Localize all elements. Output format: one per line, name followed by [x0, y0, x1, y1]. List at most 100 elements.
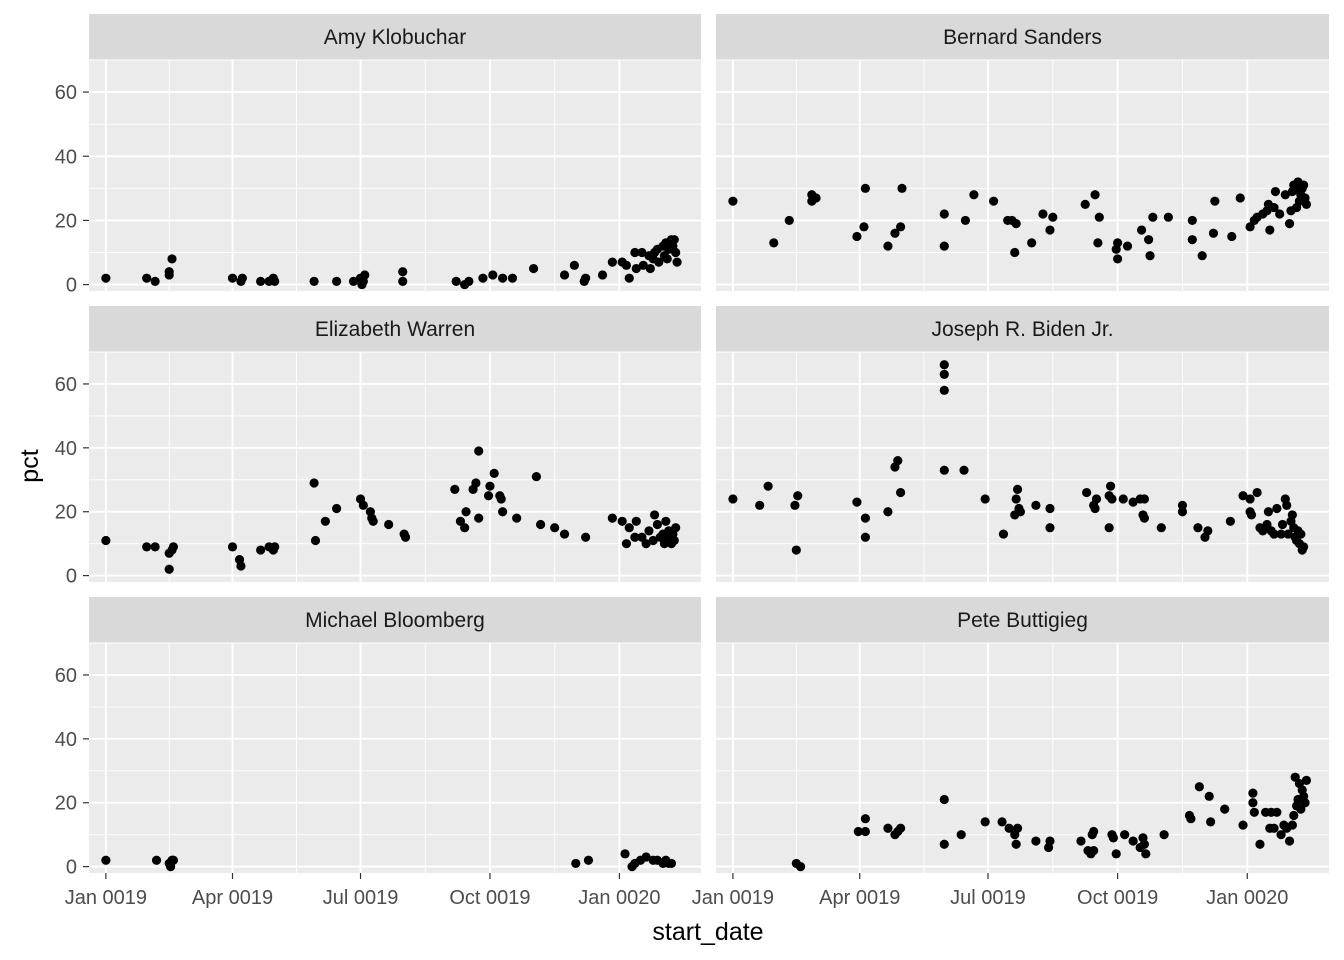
- data-point: [662, 254, 672, 264]
- data-point: [860, 513, 870, 523]
- data-point: [1011, 494, 1021, 504]
- data-point: [384, 519, 394, 530]
- data-point: [101, 855, 111, 865]
- data-point: [1203, 526, 1213, 536]
- data-point: [348, 276, 359, 286]
- data-point: [1269, 202, 1279, 213]
- data-point: [1045, 503, 1055, 514]
- data-point: [489, 468, 499, 478]
- data-point: [859, 222, 869, 232]
- data-point: [581, 532, 591, 542]
- y-tick-label: 40: [55, 438, 77, 460]
- data-point: [1004, 823, 1014, 833]
- data-point: [581, 273, 591, 283]
- data-point: [256, 545, 266, 555]
- data-point: [1187, 215, 1197, 226]
- data-point: [1010, 247, 1020, 258]
- data-point: [644, 526, 654, 536]
- data-point: [641, 539, 651, 549]
- y-tick-label: 0: [66, 275, 77, 297]
- data-point: [669, 235, 679, 245]
- facet-strip: [716, 14, 1329, 60]
- x-tick-label: Oct 0019: [1077, 887, 1158, 909]
- data-point: [101, 535, 111, 546]
- facet-strip: [716, 597, 1329, 643]
- facet-strip-label: Bernard Sanders: [943, 26, 1102, 49]
- y-tick-label: 0: [66, 857, 77, 879]
- data-point: [151, 855, 162, 865]
- facet-strip: [89, 597, 701, 643]
- y-tick-label: 40: [55, 729, 77, 751]
- data-point: [1238, 820, 1248, 830]
- data-point: [498, 507, 508, 517]
- data-point: [652, 519, 662, 530]
- data-point: [270, 276, 280, 286]
- x-tick-label: Jan 0020: [578, 887, 660, 909]
- data-point: [860, 814, 870, 824]
- data-point: [1197, 251, 1207, 261]
- data-point: [998, 529, 1009, 539]
- data-point: [939, 794, 949, 805]
- data-point: [1280, 190, 1290, 200]
- y-tick-label: 60: [55, 82, 77, 104]
- data-point: [1145, 251, 1155, 261]
- data-point: [1094, 212, 1104, 222]
- x-tick-label: Jul 0019: [323, 887, 399, 909]
- panel-background: [716, 643, 1329, 873]
- data-point: [1136, 225, 1147, 235]
- data-point: [358, 500, 368, 510]
- data-point: [852, 231, 862, 242]
- data-point: [989, 196, 999, 206]
- data-point: [669, 535, 679, 546]
- data-point: [1289, 810, 1299, 821]
- facet-panels: Amy Klobuchar 0 20 40 60 Bernard Sanders Eliza…: [55, 14, 1329, 909]
- data-point: [168, 542, 179, 552]
- data-point: [630, 247, 640, 258]
- data-point: [569, 260, 579, 270]
- data-point: [1011, 219, 1021, 229]
- data-point: [1299, 542, 1309, 552]
- data-point: [1287, 510, 1297, 520]
- data-point: [1139, 839, 1149, 849]
- facet-strip-label: Pete Buttigieg: [957, 609, 1088, 632]
- data-point: [860, 826, 870, 837]
- data-point: [488, 270, 498, 280]
- data-point: [320, 516, 330, 526]
- data-point: [1252, 487, 1262, 498]
- data-point: [164, 267, 174, 277]
- data-point: [755, 500, 765, 510]
- data-point: [471, 478, 481, 488]
- data-point: [1045, 225, 1055, 235]
- data-point: [791, 545, 801, 555]
- data-point: [1299, 180, 1309, 190]
- data-point: [969, 190, 979, 200]
- data-point: [101, 273, 111, 283]
- data-point: [1227, 231, 1237, 242]
- data-point: [1113, 254, 1123, 264]
- data-point: [631, 263, 641, 274]
- data-point: [1283, 529, 1293, 539]
- data-point: [1159, 830, 1169, 840]
- data-point: [672, 257, 682, 267]
- data-point: [536, 519, 546, 530]
- data-point: [150, 276, 160, 286]
- data-point: [607, 257, 617, 267]
- data-point: [1156, 523, 1166, 533]
- data-point: [227, 273, 238, 283]
- data-point: [1194, 782, 1204, 792]
- data-point: [583, 855, 594, 865]
- data-point: [1108, 833, 1118, 843]
- data-point: [883, 241, 893, 251]
- data-point: [939, 241, 949, 251]
- data-point: [460, 523, 470, 533]
- data-point: [890, 228, 900, 238]
- data-point: [474, 513, 484, 523]
- x-tick-label: Apr 0019: [819, 887, 900, 909]
- data-point: [1012, 823, 1023, 833]
- data-point: [1031, 836, 1041, 846]
- data-point: [1082, 487, 1092, 498]
- data-point: [528, 263, 539, 274]
- data-point: [270, 542, 280, 552]
- data-point: [559, 529, 570, 539]
- data-point: [450, 484, 460, 494]
